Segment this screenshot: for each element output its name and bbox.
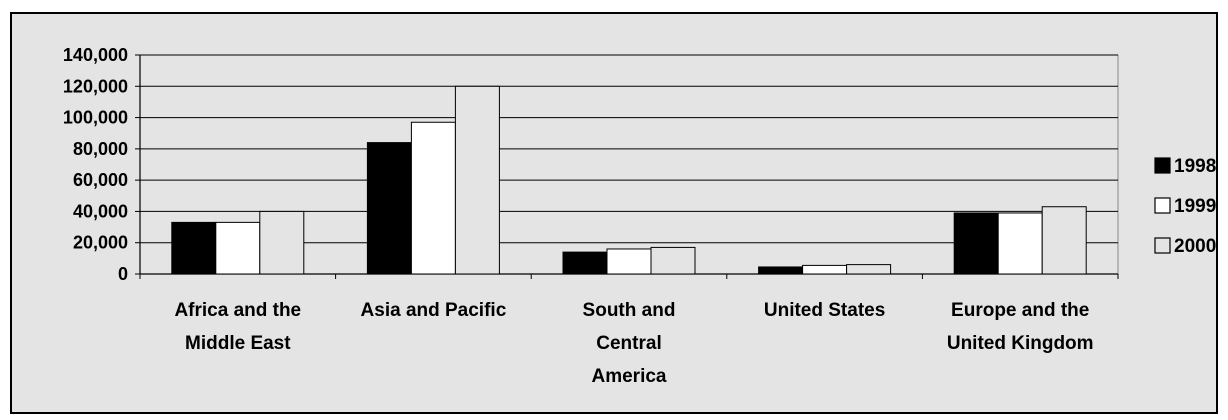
bar-1998-0 (171, 221, 217, 275)
y-tick-label: 20,000 (73, 233, 128, 253)
legend-swatch-1999 (1154, 197, 1171, 214)
category-label: Middle East (185, 333, 291, 354)
bar-1999-2 (606, 248, 652, 275)
category-label: America (592, 366, 667, 387)
y-tick-label: 100,000 (63, 108, 128, 128)
legend-label-1998: 1998 (1174, 156, 1216, 177)
category-label: United States (764, 300, 885, 321)
bar-1999-4 (997, 212, 1043, 275)
category-label: Asia and Pacific (361, 300, 507, 321)
bar-2000-2 (650, 246, 696, 275)
category-label: United Kingdom (947, 333, 1094, 354)
category-label: Europe and the (951, 300, 1089, 321)
legend-swatch-2000 (1154, 237, 1171, 254)
category-label: Central (596, 333, 661, 354)
bar-2000-3 (846, 264, 892, 275)
bar-2000-1 (454, 85, 500, 275)
category-label: South and (583, 300, 676, 321)
legend-swatch-1998 (1154, 157, 1171, 174)
bar-2000-0 (259, 210, 305, 275)
bar-1999-0 (215, 221, 261, 275)
y-tick-label: 60,000 (73, 170, 128, 190)
bar-2000-4 (1041, 206, 1087, 275)
y-tick-label: 0 (118, 264, 128, 284)
y-tick-label: 80,000 (73, 139, 128, 159)
legend-label-1999: 1999 (1174, 196, 1216, 217)
y-tick-label: 120,000 (63, 76, 128, 96)
y-tick-label: 40,000 (73, 201, 128, 221)
bar-1998-1 (366, 142, 412, 275)
bar-1998-3 (758, 266, 804, 275)
legend-label-2000: 2000 (1174, 236, 1216, 257)
bar-1998-2 (562, 251, 608, 275)
category-label: Africa and the (174, 300, 301, 321)
y-tick-label: 140,000 (63, 45, 128, 65)
bar-1998-4 (953, 212, 999, 275)
bar-1999-3 (802, 264, 848, 275)
bar-1999-1 (410, 121, 456, 275)
